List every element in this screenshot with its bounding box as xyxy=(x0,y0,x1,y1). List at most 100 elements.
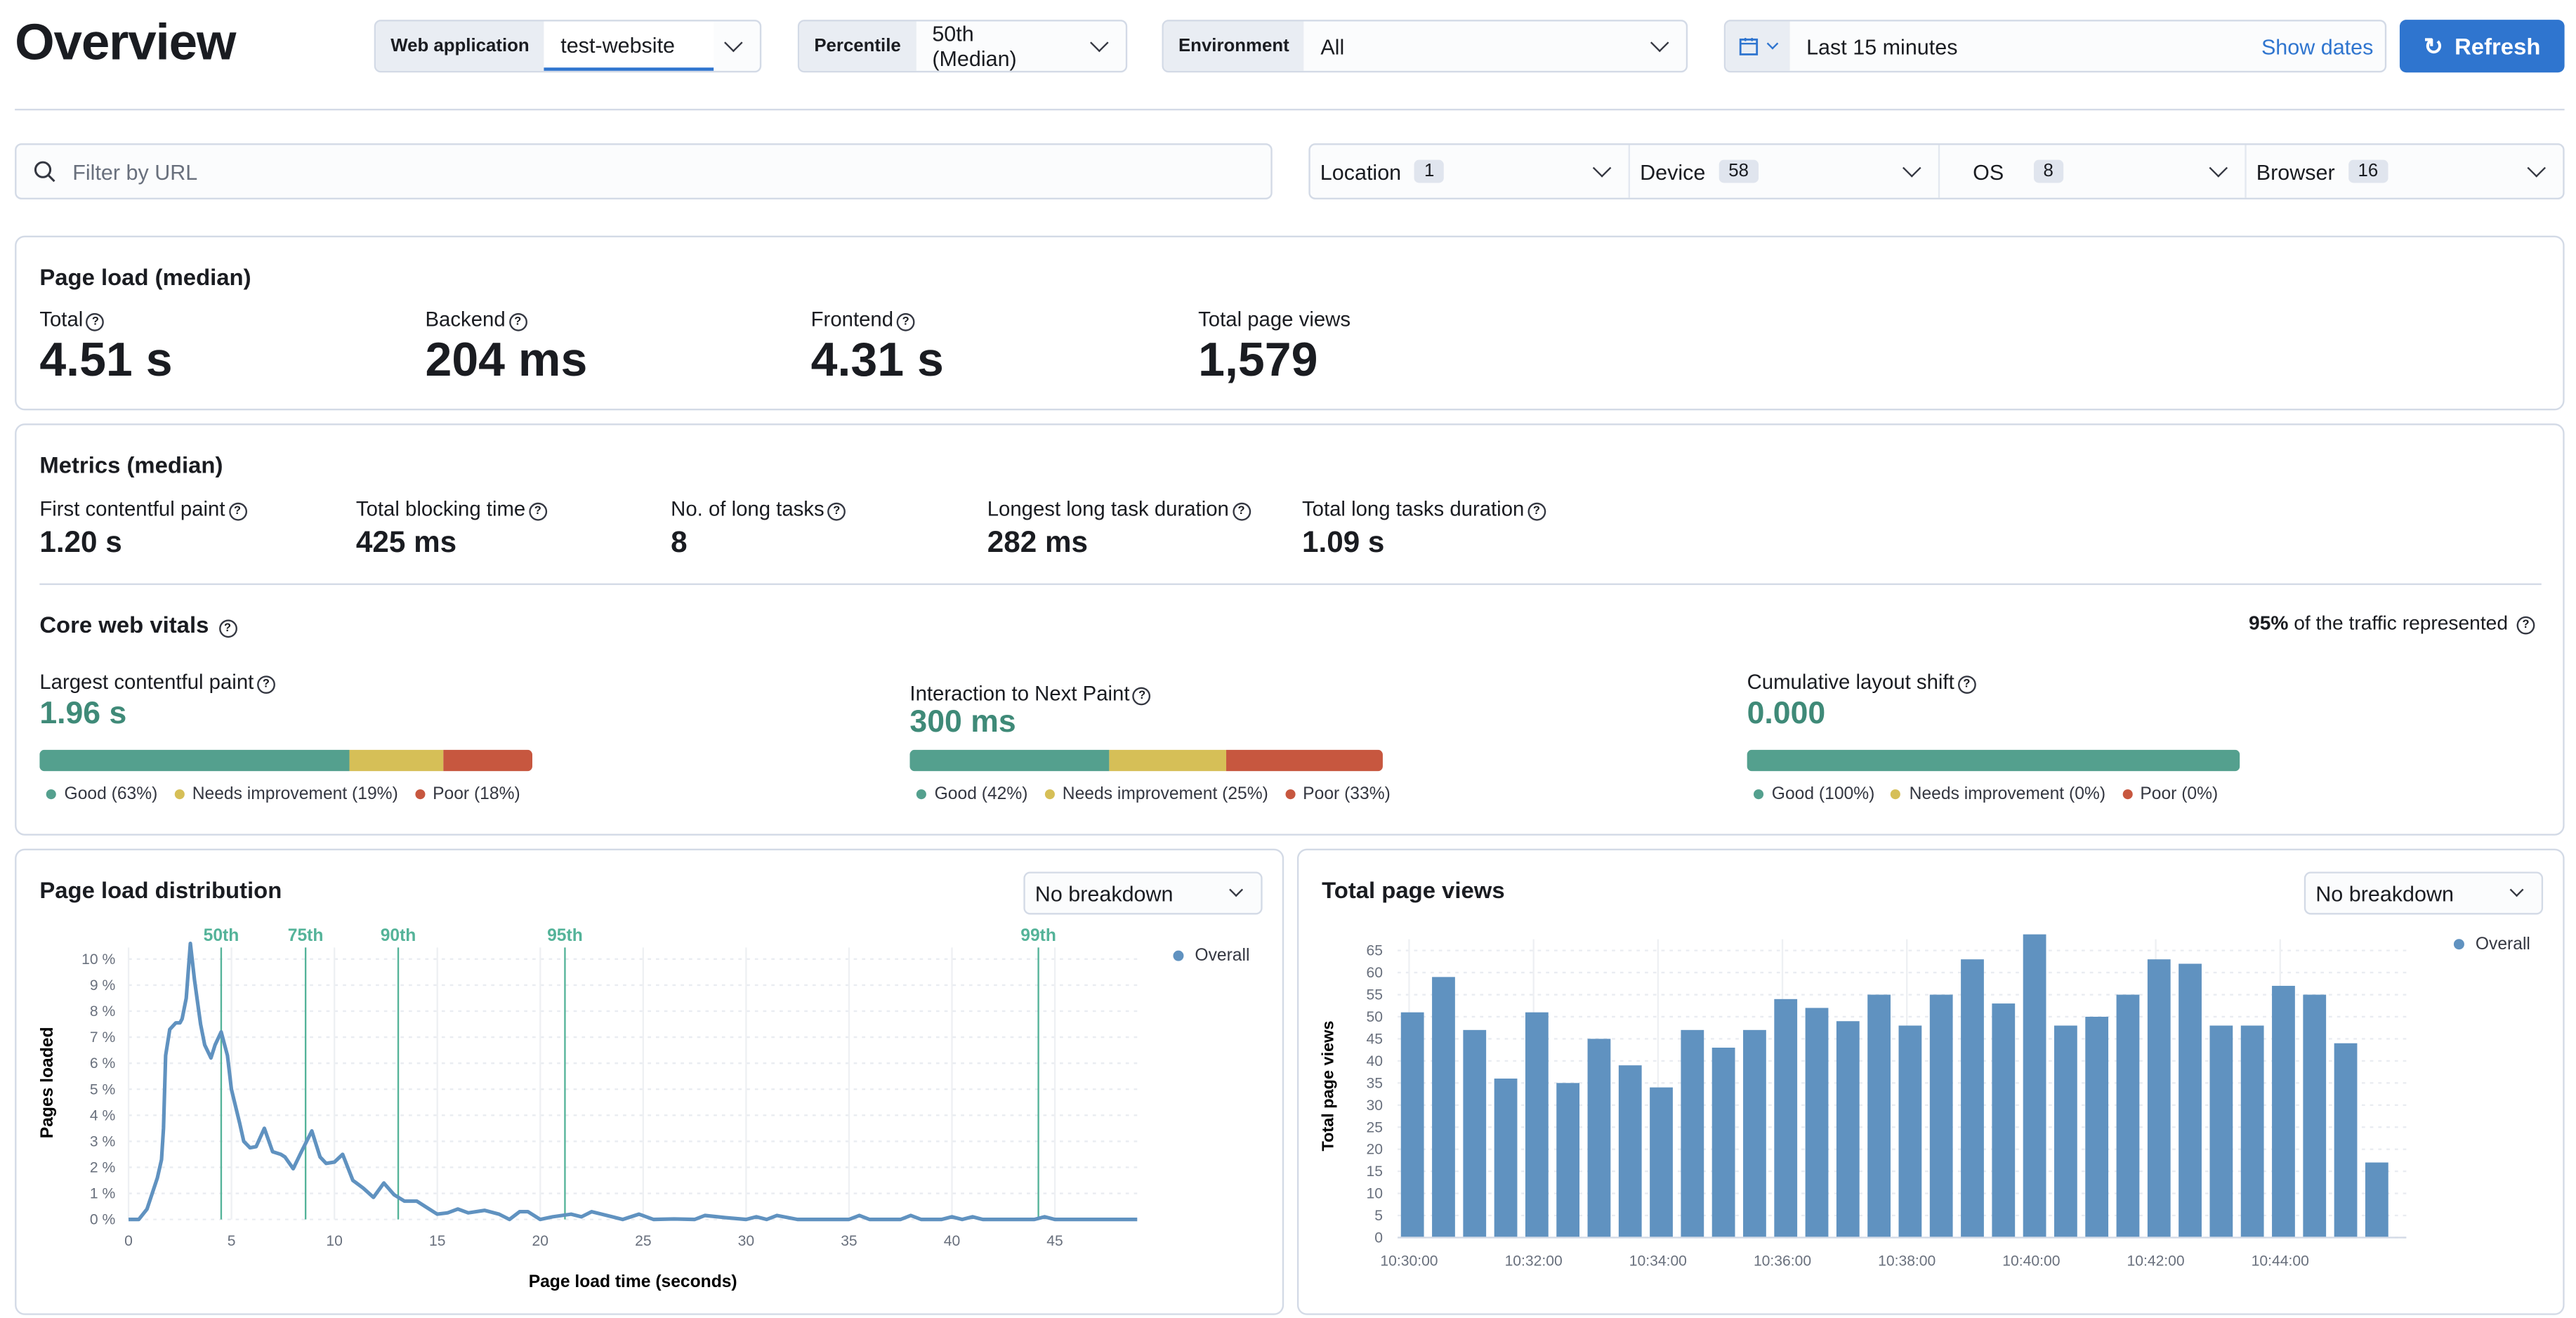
legend-label: Overall xyxy=(1195,946,1249,965)
filter-device[interactable]: Device 58 xyxy=(1630,145,1940,198)
stat-page-views-label: Total page views xyxy=(1198,308,1351,331)
show-dates-link[interactable]: Show dates xyxy=(2261,34,2374,59)
refresh-button[interactable]: ↻ Refresh xyxy=(2399,20,2565,73)
page-load-distribution-panel: Page load distribution No breakdown xyxy=(15,848,1284,1315)
cwv-label: Interaction to Next Paint? xyxy=(909,683,1152,706)
metric-value: 8 xyxy=(671,525,688,559)
y-tick-label: 1 % xyxy=(90,1186,116,1202)
metric-value: 1.20 s xyxy=(39,525,122,559)
stat-backend-label: Backend? xyxy=(425,308,527,331)
help-icon[interactable]: ? xyxy=(228,502,247,521)
percentile-value[interactable]: 50th (Median) xyxy=(932,21,1017,71)
date-picker[interactable]: Last 15 minutes Show dates xyxy=(1723,20,2387,73)
web-application-select[interactable]: Web application test-website xyxy=(374,20,762,73)
help-icon[interactable]: ? xyxy=(508,312,527,331)
header-divider xyxy=(15,108,2565,111)
help-icon[interactable]: ? xyxy=(218,619,237,638)
legend-good: Good (42%) xyxy=(916,784,1028,804)
help-icon[interactable]: ? xyxy=(86,312,105,331)
filter-count-badge: 16 xyxy=(2348,159,2388,183)
cwv-distribution-bar xyxy=(39,749,532,772)
legend-good: Good (100%) xyxy=(1753,784,1874,804)
x-tick-label: 25 xyxy=(635,1233,651,1249)
help-icon[interactable]: ? xyxy=(896,312,915,331)
legend-poor: Poor (33%) xyxy=(1284,784,1391,804)
x-tick-label: 20 xyxy=(532,1233,548,1249)
filter-label: Browser xyxy=(2256,159,2335,184)
page-views-breakdown-select[interactable]: No breakdown xyxy=(2304,871,2544,915)
help-icon[interactable]: ? xyxy=(1133,687,1152,706)
metric-label: Total blocking time? xyxy=(356,498,547,521)
x-tick-label: 35 xyxy=(841,1233,857,1249)
cwv-bar-good[interactable] xyxy=(909,749,1109,772)
x-tick-label: 10 xyxy=(326,1233,342,1249)
y-tick-label: 7 % xyxy=(90,1029,116,1046)
core-web-vitals-title: Core web vitals ? xyxy=(39,612,237,638)
overall-series-line xyxy=(129,941,1138,1222)
filter-location[interactable]: Location 1 xyxy=(1310,145,1630,198)
x-axis-label: Page load time (seconds) xyxy=(529,1272,737,1291)
help-icon[interactable]: ? xyxy=(1957,676,1976,694)
help-icon[interactable]: ? xyxy=(528,502,547,521)
cwv-bar-poor[interactable] xyxy=(443,749,532,772)
metric-value: 1.09 s xyxy=(1301,525,1385,559)
y-tick-label: 9 % xyxy=(90,977,116,994)
help-icon[interactable]: ? xyxy=(1232,502,1251,521)
cwv-label: Largest contentful paint? xyxy=(39,671,275,694)
percentile-label: 90th xyxy=(381,926,416,945)
cwv-bar-needs-improvement[interactable] xyxy=(350,749,444,772)
environment-value[interactable]: All xyxy=(1320,34,1345,59)
filter-os[interactable]: OS 8 xyxy=(1940,145,2247,198)
legend-needs-improvement: Needs improvement (25%) xyxy=(1044,784,1268,804)
help-icon[interactable]: ? xyxy=(1527,502,1546,521)
legend-marker xyxy=(1173,950,1184,961)
cwv-bar-needs-improvement[interactable] xyxy=(1108,749,1227,772)
stat-frontend-value: 4.31 s xyxy=(810,334,944,388)
cwv-bar-poor[interactable] xyxy=(1226,749,1383,772)
url-filter-input[interactable]: Filter by URL xyxy=(15,143,1273,199)
date-range-value[interactable]: Last 15 minutes xyxy=(1806,34,1958,59)
legend-needs-improvement: Needs improvement (0%) xyxy=(1891,784,2105,804)
calendar-quick-menu[interactable] xyxy=(1726,21,1790,71)
legend-poor: Poor (18%) xyxy=(414,784,520,804)
filter-label: Device xyxy=(1640,159,1706,184)
help-icon[interactable]: ? xyxy=(827,502,846,521)
percentile-label: 75th xyxy=(288,926,324,945)
chevron-down-icon xyxy=(2509,883,2524,897)
legend-good: Good (63%) xyxy=(46,784,157,804)
percentile-select[interactable]: Percentile 50th (Median) xyxy=(797,20,1128,73)
cwv-bar-good[interactable] xyxy=(39,749,350,772)
y-tick-label: 5 % xyxy=(90,1081,116,1098)
environment-label: Environment xyxy=(1163,21,1304,71)
filter-browser[interactable]: Browser 16 xyxy=(2247,145,2563,198)
y-axis-label: Pages loaded xyxy=(38,1027,57,1138)
distribution-breakdown-select[interactable]: No breakdown xyxy=(1023,871,1263,915)
environment-select[interactable]: Environment All xyxy=(1162,20,1688,73)
filter-count-badge: 58 xyxy=(1719,159,1759,183)
traffic-represented: 95% of the traffic represented ? xyxy=(2249,612,2535,635)
web-application-value[interactable]: test-website xyxy=(544,21,714,71)
filter-label: Location xyxy=(1320,159,1402,184)
page-load-title: Page load (median) xyxy=(39,263,251,291)
breakdown-value: No breakdown xyxy=(2315,881,2454,906)
metrics-panel: Metrics (median) First contentful paint?… xyxy=(15,423,2565,836)
help-icon[interactable]: ? xyxy=(256,676,275,694)
total-page-views-panel: Total page views No breakdown xyxy=(1296,848,2565,1315)
y-tick-label: 0 % xyxy=(90,1212,116,1228)
percentile-label: 95th xyxy=(547,926,583,945)
cwv-value: 0.000 xyxy=(1747,697,1826,732)
cwv-value: 300 ms xyxy=(909,705,1016,740)
filter-label: OS xyxy=(1973,159,2004,184)
help-icon[interactable]: ? xyxy=(2516,616,2535,635)
refresh-label: Refresh xyxy=(2455,32,2541,60)
stat-total-label: Total? xyxy=(39,308,105,331)
percentile-label: Percentile xyxy=(799,21,916,71)
filter-count-badge: 1 xyxy=(1414,159,1445,183)
stat-total-value: 4.51 s xyxy=(39,334,173,388)
metrics-title: Metrics (median) xyxy=(39,452,223,478)
cwv-legend: Good (63%) Needs improvement (19%) Poor … xyxy=(46,784,520,804)
x-tick-label: 40 xyxy=(944,1233,960,1249)
x-tick-label: 15 xyxy=(429,1233,445,1249)
cwv-bar-good[interactable] xyxy=(1747,749,2240,772)
